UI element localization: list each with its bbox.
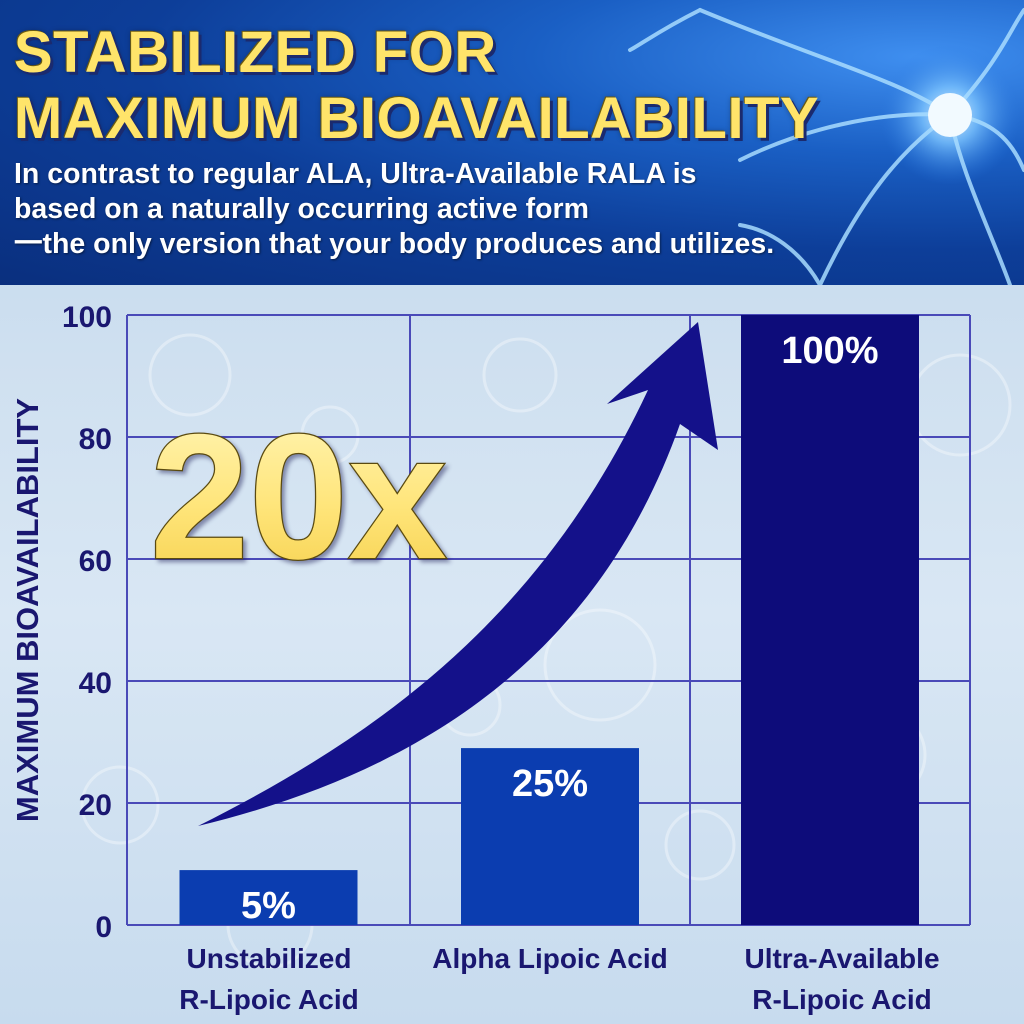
y-tick-label: 60 [79,545,112,578]
header-banner: STABILIZED FOR MAXIMUM BIOAVAILABILITY I… [0,0,1024,285]
x-label-line: R-Lipoic Acid [752,984,932,1015]
x-label-line: Alpha Lipoic Acid [432,943,668,974]
bar-2 [741,315,919,925]
bar-0 [179,870,358,925]
bar-data-label: 5% [241,885,296,927]
x-label-line: Unstabilized [186,943,352,974]
y-tick-label: 100 [62,301,112,334]
page-title-line2: MAXIMUM BIOAVAILABILITY [14,86,820,151]
x-label-ultra: Ultra-Available R-Lipoic Acid [712,938,972,1020]
neuron-icon [628,8,1024,285]
x-label-unstabilized: Unstabilized R-Lipoic Acid [150,938,388,1020]
growth-arrow [198,322,718,826]
x-label-alpha: Alpha Lipoic Acid [400,938,700,979]
page-title-line1: STABILIZED FOR [14,20,497,85]
subtitle-line2: based on a naturally occurring active fo… [14,193,589,225]
x-label-line: R-Lipoic Acid [179,984,359,1015]
bar-1 [461,748,639,925]
callout-20x: 20x [150,397,447,596]
y-axis-label-wrap: MAXIMUM BIOAVAILABILITY [8,320,48,900]
x-label-line: Ultra-Available [744,943,940,974]
y-axis-label: MAXIMUM BIOAVAILABILITY [10,397,45,823]
y-tick-label: 40 [79,667,112,700]
bar-data-label: 25% [512,763,588,805]
subtitle-line1: In contrast to regular ALA, Ultra-Availa… [14,158,697,190]
y-tick-label: 80 [79,423,112,456]
y-tick-label: 0 [95,911,112,944]
subtitle-line3: 一the only version that your body produce… [14,228,775,260]
y-tick-label: 20 [79,789,112,822]
bar-data-label: 100% [781,330,878,372]
